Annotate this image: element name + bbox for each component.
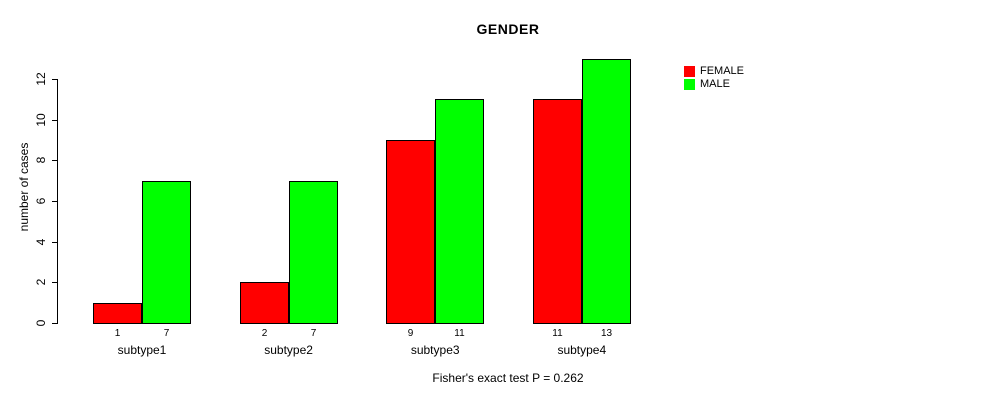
x-category-label-subtype1: subtype1 bbox=[117, 343, 167, 357]
legend-item-female: FEMALE bbox=[684, 66, 744, 77]
y-axis-tick-label: 12 bbox=[34, 72, 48, 86]
bar-value-label: 9 bbox=[407, 328, 414, 339]
y-axis-tick bbox=[52, 160, 58, 161]
bar-female-subtype1 bbox=[93, 303, 142, 324]
y-axis-tick-label: 0 bbox=[34, 319, 48, 327]
chart-title: GENDER bbox=[476, 21, 540, 37]
y-axis-tick bbox=[52, 282, 58, 283]
x-category-label-subtype2: subtype2 bbox=[264, 343, 313, 357]
y-axis-tick bbox=[52, 79, 58, 80]
y-axis-title: number of cases bbox=[17, 142, 31, 232]
bar-female-subtype2 bbox=[240, 282, 289, 324]
legend: FEMALE MALE bbox=[684, 66, 744, 92]
x-category-label-subtype3: subtype3 bbox=[410, 343, 460, 357]
y-axis-tick-label: 10 bbox=[34, 113, 48, 127]
statistical-test-annotation: Fisher's exact test P = 0.262 bbox=[432, 371, 584, 385]
y-axis-tick bbox=[52, 323, 58, 324]
male-color-swatch bbox=[684, 79, 695, 90]
bar-value-label: 11 bbox=[552, 328, 563, 339]
bar-value-label: 11 bbox=[454, 328, 465, 339]
female-color-swatch bbox=[684, 66, 695, 77]
y-axis-tick-label: 6 bbox=[34, 197, 48, 205]
legend-label-male: MALE bbox=[700, 78, 730, 90]
bar-female-subtype3 bbox=[386, 140, 435, 324]
y-axis-tick-label: 4 bbox=[34, 238, 48, 246]
bar-value-label: 1 bbox=[114, 328, 121, 339]
y-axis-tick bbox=[52, 242, 58, 243]
bar-value-label: 13 bbox=[600, 328, 613, 339]
legend-item-male: MALE bbox=[684, 79, 744, 90]
bar-male-subtype1 bbox=[142, 181, 191, 324]
bar-male-subtype4 bbox=[582, 59, 631, 324]
y-axis-tick bbox=[52, 201, 58, 202]
bar-value-label: 7 bbox=[163, 328, 170, 339]
y-axis-tick bbox=[52, 120, 58, 121]
bar-value-label: 7 bbox=[310, 328, 317, 339]
bar-male-subtype3 bbox=[435, 99, 484, 324]
bar-female-subtype4 bbox=[533, 99, 582, 324]
y-axis-tick-label: 8 bbox=[34, 156, 48, 164]
y-axis-tick-label: 2 bbox=[34, 278, 48, 286]
bar-male-subtype2 bbox=[289, 181, 338, 324]
bar-value-label: 2 bbox=[261, 328, 268, 339]
x-category-label-subtype4: subtype4 bbox=[557, 343, 607, 357]
legend-label-female: FEMALE bbox=[700, 65, 745, 77]
